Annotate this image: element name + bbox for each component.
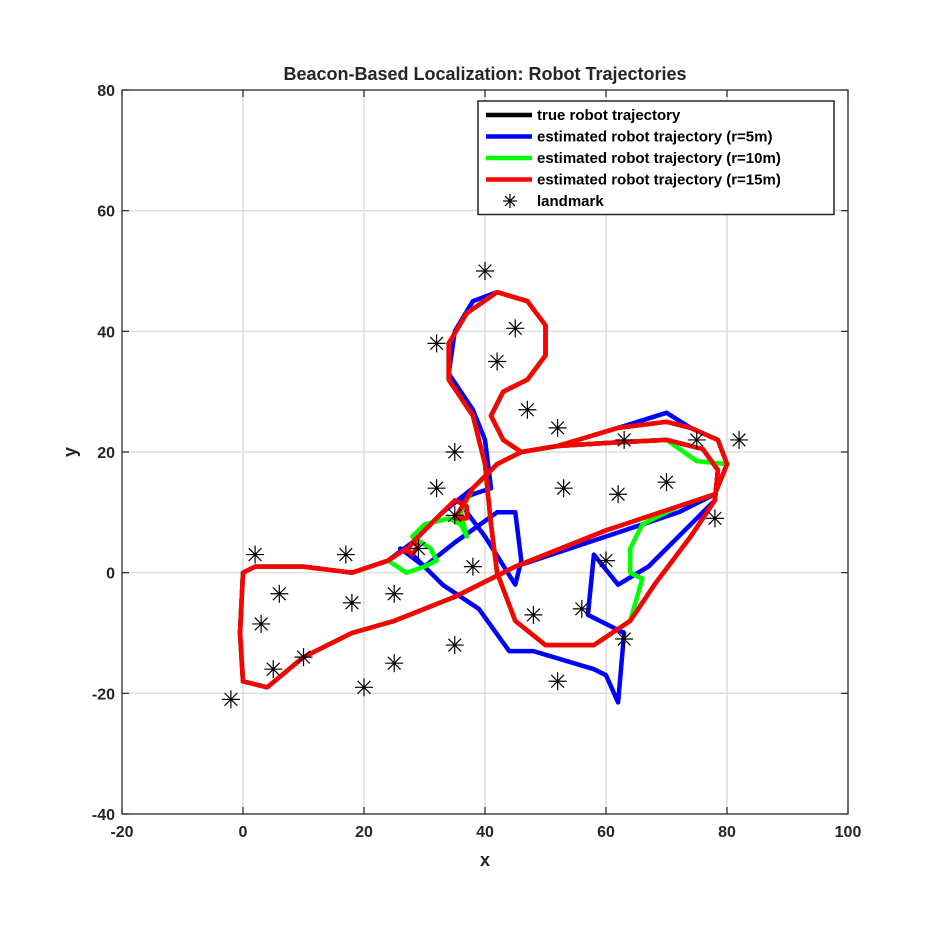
landmark-marker	[687, 430, 706, 449]
landmark-marker	[246, 545, 265, 564]
landmark-marker	[427, 334, 446, 353]
landmark-marker	[342, 593, 361, 612]
landmark-marker	[488, 352, 507, 371]
landmark-marker	[730, 430, 749, 449]
x-tick-label: 60	[597, 824, 615, 841]
chart-title: Beacon-Based Localization: Robot Traject…	[283, 64, 686, 84]
legend-label: landmark	[537, 193, 604, 210]
y-tick-label: 20	[97, 445, 115, 462]
landmark-marker	[270, 584, 289, 603]
x-tick-label: 20	[355, 824, 373, 841]
landmark-marker	[264, 660, 283, 679]
y-tick-label: 0	[106, 566, 115, 583]
y-tick-label: 40	[97, 324, 115, 341]
landmark-marker	[445, 506, 464, 525]
landmark-marker	[445, 443, 464, 461]
landmark-marker	[518, 400, 537, 419]
landmark-marker	[385, 584, 404, 603]
landmark-marker	[615, 630, 634, 649]
plot-series	[221, 262, 749, 709]
landmark-marker	[355, 678, 373, 697]
landmark-marker	[524, 605, 543, 624]
landmark-marker	[705, 509, 724, 528]
landmark-marker	[463, 557, 482, 576]
x-tick-label: 40	[476, 824, 494, 841]
legend: true robot trajectory estimated robot tra…	[477, 100, 835, 216]
y-tick-label: 60	[97, 204, 115, 221]
legend-label: estimated robot trajectory (r=5m)	[537, 129, 772, 146]
x-tick-label: 80	[718, 824, 736, 841]
y-tick-label: 80	[97, 83, 115, 100]
landmark-marker	[572, 599, 591, 618]
landmark-marker	[506, 319, 525, 338]
landmark-marker	[609, 485, 628, 504]
landmark-marker	[548, 672, 567, 691]
landmark-marker	[445, 636, 464, 655]
x-tick-label: -20	[110, 824, 133, 841]
legend-marker-landmark	[503, 194, 517, 208]
series-line	[237, 289, 730, 690]
y-tick-label: -20	[92, 686, 115, 703]
x-tick-label: 100	[835, 824, 862, 841]
x-axis-label: x	[480, 850, 490, 870]
landmark-marker	[657, 473, 676, 492]
landmark-marker	[221, 690, 240, 709]
legend-box	[477, 100, 835, 216]
legend-label: estimated robot trajectory (r=10m)	[537, 150, 781, 167]
landmark-marker	[385, 654, 404, 673]
legend-label: estimated robot trajectory (r=15m)	[537, 172, 781, 189]
legend-label: true robot trajectory	[537, 107, 681, 124]
landmark-marker	[427, 479, 446, 498]
landmark-marker	[336, 545, 355, 564]
y-axis-label: y	[60, 447, 80, 457]
landmark-marker	[409, 539, 428, 558]
landmark-marker	[294, 648, 313, 667]
landmark-marker	[548, 418, 567, 437]
landmark-marker	[476, 262, 494, 280]
landmark-marker	[554, 479, 573, 498]
landmark-marker	[615, 430, 634, 449]
y-tick-label: -40	[92, 807, 115, 824]
landmark-marker	[252, 614, 271, 633]
x-tick-label: 0	[239, 824, 248, 841]
landmark-marker	[597, 551, 615, 570]
